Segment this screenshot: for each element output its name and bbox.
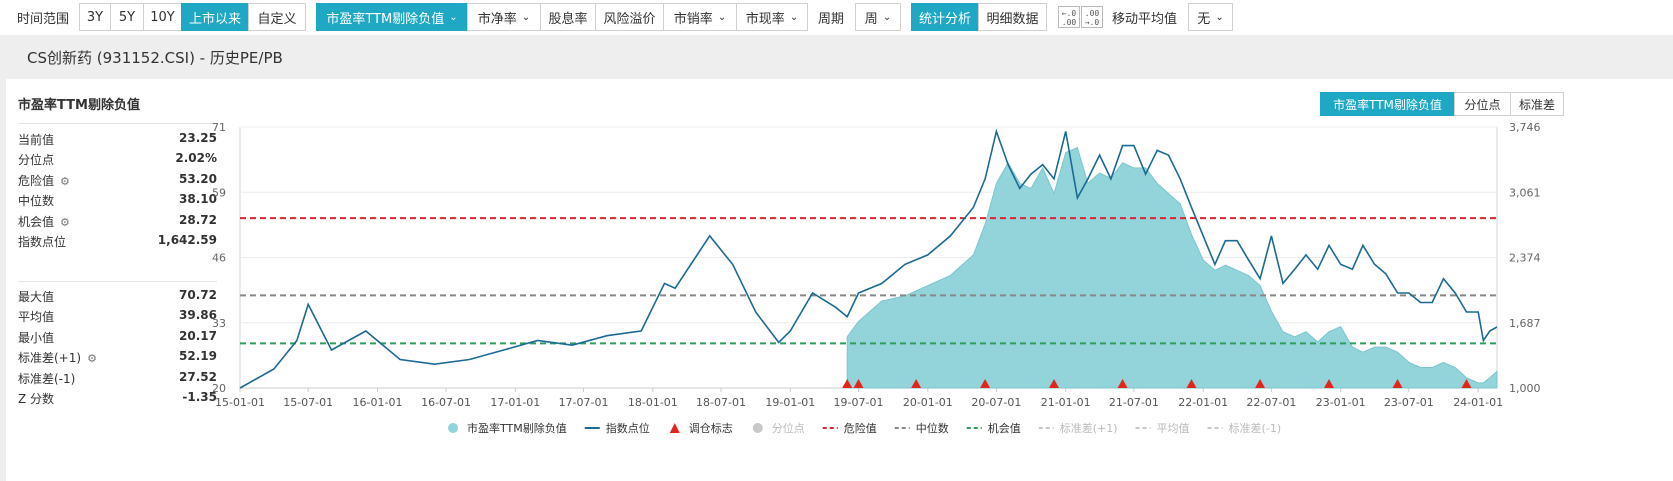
stat-std-plus: 标准差(+1) ⚙ 52.19 [18,347,217,367]
stat-label: 标准差(+1) [18,351,82,365]
stat-current: 当前值 23.25 [18,129,217,149]
chevron-down-icon: ⌄ [789,11,799,23]
stat-value: 28.72 [179,213,217,227]
metric-risk-premium-button[interactable]: 风险溢价 [595,3,664,31]
stat-value: 39.86 [179,308,217,322]
stat-mean: 平均值 39.86 [18,306,217,326]
stat-min: 最小值 20.17 [18,327,217,347]
period-value: 周 [864,11,878,27]
stat-index-level: 指数点位 1,642.59 [18,231,217,251]
segment-pe-ttm[interactable]: 市盈率TTM剔除负值 [1320,92,1455,116]
stat-label: 当前值 [18,133,55,147]
moving-average-label: 移动平均值 [1112,12,1178,27]
metric-pcf-label: 市现率 [745,11,785,27]
gear-icon[interactable]: ⚙ [60,216,70,229]
stat-percentile: 分位点 2.02% [18,149,217,169]
range-5y-button[interactable]: 5Y [110,3,144,31]
metric-ps-dropdown[interactable]: 市销率 ⌄ [663,3,737,31]
gear-icon[interactable]: ⚙ [60,175,70,188]
segment-percentile[interactable]: 分位点 [1454,92,1511,116]
stat-label: 机会值 [18,215,55,229]
page-title: CS创新药 (931152.CSI) - 历史PE/PB [27,49,283,67]
metric-pb-label: 市净率 [477,11,517,27]
stat-label: Z 分数 [18,392,55,406]
stat-opportunity: 机会值 ⚙ 28.72 [18,211,217,231]
metric-pb-dropdown[interactable]: 市净率 ⌄ [467,3,541,31]
stat-value: 53.20 [179,172,217,186]
stat-value: 70.72 [179,288,217,302]
stat-value: 27.52 [179,370,217,384]
stat-label: 最大值 [18,290,55,304]
chart-panel: 市盈率TTM剔除负值 市盈率TTM剔除负值 分位点 标准差 当前值 23.25 … [6,79,1673,481]
view-detail-button[interactable]: 明细数据 [978,3,1047,31]
period-select[interactable]: 周 ⌄ [855,3,901,31]
segment-std-dev[interactable]: 标准差 [1510,92,1564,116]
stat-std-minus: 标准差(-1) 27.52 [18,368,217,388]
metric-pe-ttm-label: 市盈率TTM剔除负值 [326,11,445,27]
stat-label: 危险值 [18,174,55,188]
stat-median: 中位数 38.10 [18,190,217,210]
stat-label: 平均值 [18,310,55,324]
moving-average-value: 无 [1197,11,1211,27]
stat-label: 中位数 [18,194,55,208]
stat-value: 23.25 [179,131,217,145]
panel-title: 市盈率TTM剔除负值 [18,98,140,113]
stat-value: -1.35 [182,390,217,404]
chevron-down-icon: ⌄ [1215,11,1224,23]
metric-dividend-button[interactable]: 股息率 [540,3,596,31]
moving-average-select[interactable]: 无 ⌄ [1188,3,1233,31]
metric-pe-ttm-dropdown[interactable]: 市盈率TTM剔除负值 ⌄ [316,3,468,31]
range-custom-button[interactable]: 自定义 [248,3,306,31]
stat-label: 分位点 [18,153,55,167]
stat-value: 20.17 [179,329,217,343]
title-bar: CS创新药 (931152.CSI) - 历史PE/PB [0,35,1673,77]
period-label: 周期 [818,12,845,27]
chevron-down-icon: ⌄ [717,11,727,23]
metric-ps-label: 市销率 [673,11,713,27]
stat-label: 指数点位 [18,235,67,249]
stat-value: 38.10 [179,192,217,206]
toolbar: 时间范围 3Y 5Y 10Y 上市以来 自定义 市盈率TTM剔除负值 ⌄ 市净率 ⌄… [0,0,1673,35]
stats-divider [18,123,217,124]
stats-divider [18,281,217,282]
range-3y-button[interactable]: 3Y [79,3,111,31]
stat-label: 最小值 [18,331,55,345]
decimal-decrease-icon[interactable]: .00 →.0 [1081,6,1103,28]
range-10y-button[interactable]: 10Y [143,3,182,31]
range-label: 时间范围 [17,12,70,27]
metric-pcf-dropdown[interactable]: 市现率 ⌄ [736,3,808,31]
decimal-increase-icon[interactable]: ←.0 .00 [1058,6,1080,28]
stat-max: 最大值 70.72 [18,286,217,306]
stat-value: 52.19 [179,349,217,363]
stat-value: 2.02% [175,151,217,165]
range-since-listing-button[interactable]: 上市以来 [181,3,249,31]
stat-value: 1,642.59 [157,233,217,247]
chevron-down-icon: ⌄ [882,11,892,23]
gear-icon[interactable]: ⚙ [87,352,97,365]
stat-label: 标准差(-1) [18,372,76,386]
chevron-down-icon: ⌄ [449,11,458,23]
chevron-down-icon: ⌄ [521,11,531,23]
stat-z-score: Z 分数 -1.35 [18,388,217,408]
view-statistics-button[interactable]: 统计分析 [911,3,979,31]
stat-danger: 危险值 ⚙ 53.20 [18,170,217,190]
